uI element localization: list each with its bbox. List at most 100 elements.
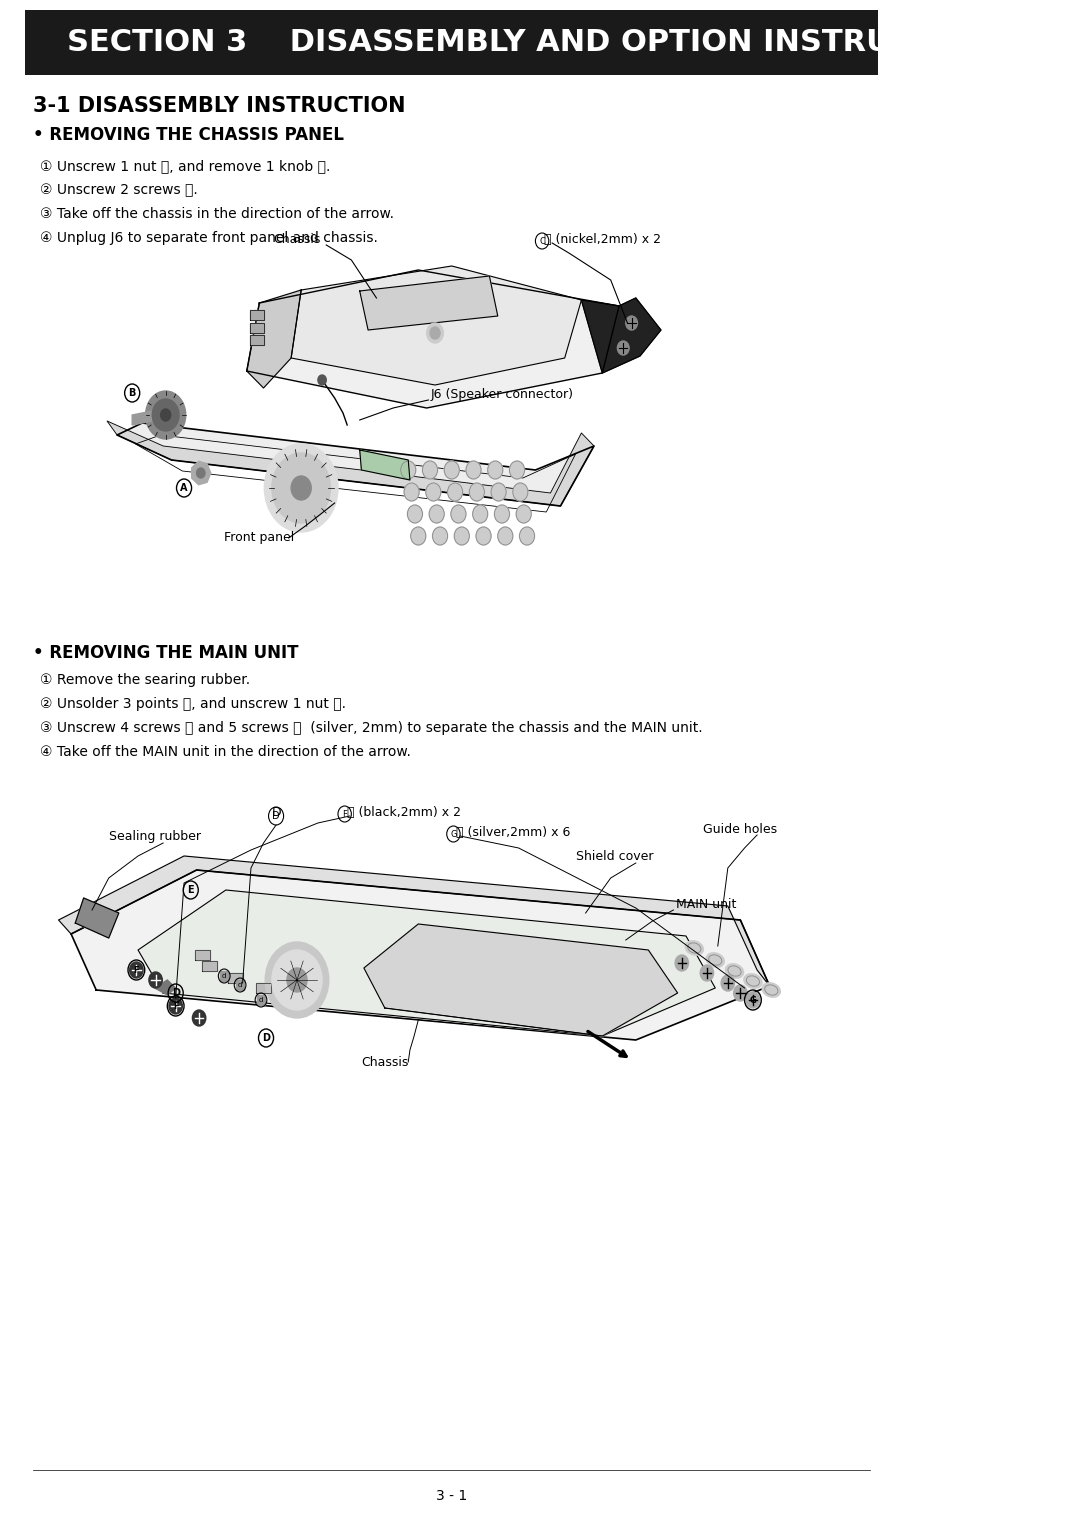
Circle shape: [149, 972, 162, 989]
Bar: [235, 979, 244, 990]
Circle shape: [426, 483, 441, 501]
Circle shape: [618, 341, 630, 354]
Circle shape: [447, 483, 462, 501]
Circle shape: [675, 955, 689, 970]
Ellipse shape: [762, 983, 781, 998]
Text: Sealing rubber: Sealing rubber: [109, 830, 201, 843]
Ellipse shape: [686, 941, 703, 955]
Ellipse shape: [706, 953, 725, 967]
Text: D: D: [272, 811, 280, 821]
Text: ① Unscrew 1 nut Ⓐ, and remove 1 knob Ⓑ.: ① Unscrew 1 nut Ⓐ, and remove 1 knob Ⓑ.: [40, 159, 330, 173]
Text: ① Remove the searing rubber.: ① Remove the searing rubber.: [40, 672, 251, 688]
Circle shape: [473, 504, 488, 523]
Circle shape: [746, 992, 759, 1008]
Polygon shape: [132, 410, 158, 425]
Bar: [202, 961, 217, 970]
Circle shape: [407, 504, 422, 523]
Polygon shape: [107, 422, 594, 506]
Text: Front panel: Front panel: [225, 532, 295, 544]
Circle shape: [470, 483, 484, 501]
Circle shape: [427, 322, 444, 342]
Text: ⓖ (silver,2mm) x 6: ⓖ (silver,2mm) x 6: [456, 827, 570, 839]
Circle shape: [272, 452, 330, 523]
Text: A: A: [180, 483, 188, 494]
Polygon shape: [154, 979, 176, 995]
Circle shape: [733, 986, 747, 1001]
Text: B: B: [129, 388, 136, 397]
Text: ③ Unscrew 4 screws ⓕ and 5 screws ⓖ  (silver, 2mm) to separate the chassis and t: ③ Unscrew 4 screws ⓕ and 5 screws ⓖ (sil…: [40, 721, 703, 735]
Circle shape: [488, 461, 503, 478]
Circle shape: [625, 316, 637, 330]
Circle shape: [197, 468, 205, 478]
Text: G: G: [750, 996, 756, 1004]
Circle shape: [272, 950, 322, 1010]
Circle shape: [401, 461, 416, 478]
Polygon shape: [292, 266, 581, 385]
Text: D: D: [271, 805, 281, 819]
Bar: [228, 973, 243, 983]
Circle shape: [410, 527, 426, 545]
Polygon shape: [360, 277, 498, 330]
Circle shape: [404, 483, 419, 501]
Polygon shape: [360, 451, 410, 480]
Text: • REMOVING THE MAIN UNIT: • REMOVING THE MAIN UNIT: [33, 643, 299, 662]
Circle shape: [721, 975, 734, 992]
Bar: [257, 995, 266, 1005]
Text: E: E: [188, 885, 194, 895]
Polygon shape: [364, 924, 677, 1036]
Circle shape: [498, 527, 513, 545]
Text: • REMOVING THE CHASSIS PANEL: • REMOVING THE CHASSIS PANEL: [33, 125, 345, 144]
Text: C: C: [539, 237, 545, 246]
Text: Ⓒ (nickel,2mm) x 2: Ⓒ (nickel,2mm) x 2: [543, 232, 661, 246]
Bar: [251, 310, 264, 319]
Circle shape: [192, 1010, 206, 1025]
Circle shape: [451, 504, 465, 523]
Text: D: D: [262, 1033, 270, 1044]
Text: ② Unscrew 2 screws Ⓒ.: ② Unscrew 2 screws Ⓒ.: [40, 183, 198, 197]
Bar: [256, 983, 271, 993]
Ellipse shape: [744, 973, 762, 989]
Circle shape: [519, 527, 535, 545]
Text: Chassis: Chassis: [273, 232, 321, 246]
Ellipse shape: [726, 964, 744, 978]
Text: ③ Take off the chassis in the direction of the arrow.: ③ Take off the chassis in the direction …: [40, 206, 394, 222]
Polygon shape: [76, 898, 119, 938]
Polygon shape: [138, 889, 715, 1036]
Circle shape: [444, 461, 459, 478]
Polygon shape: [58, 856, 770, 986]
Circle shape: [130, 963, 143, 978]
Text: J6 (Speaker connector): J6 (Speaker connector): [431, 388, 573, 400]
Text: d: d: [222, 973, 227, 979]
Circle shape: [432, 527, 447, 545]
Circle shape: [161, 410, 171, 422]
Text: d: d: [259, 996, 264, 1002]
Circle shape: [465, 461, 481, 478]
Bar: [194, 950, 210, 960]
Circle shape: [476, 527, 491, 545]
Bar: [251, 322, 264, 333]
Circle shape: [429, 504, 444, 523]
Circle shape: [510, 461, 525, 478]
Circle shape: [152, 399, 179, 431]
Circle shape: [455, 527, 470, 545]
Circle shape: [700, 966, 714, 981]
Circle shape: [513, 483, 528, 501]
Circle shape: [318, 374, 326, 385]
Text: F: F: [173, 1001, 178, 1010]
Text: d: d: [238, 983, 242, 989]
Circle shape: [292, 477, 311, 500]
Polygon shape: [117, 423, 594, 506]
Polygon shape: [192, 461, 211, 484]
Circle shape: [168, 998, 183, 1015]
FancyBboxPatch shape: [25, 11, 878, 75]
Circle shape: [266, 941, 328, 1018]
Polygon shape: [581, 298, 661, 373]
Text: ② Unsolder 3 points ⓓ, and unscrew 1 nut ⓔ.: ② Unsolder 3 points ⓓ, and unscrew 1 nut…: [40, 697, 347, 711]
Polygon shape: [247, 270, 619, 408]
Text: Guide holes: Guide holes: [703, 824, 777, 836]
Circle shape: [516, 504, 531, 523]
Text: ④ Unplug J6 to separate front panel and chassis.: ④ Unplug J6 to separate front panel and …: [40, 231, 378, 244]
Circle shape: [430, 327, 440, 339]
Text: MAIN unit: MAIN unit: [676, 898, 737, 911]
Bar: [220, 970, 228, 981]
